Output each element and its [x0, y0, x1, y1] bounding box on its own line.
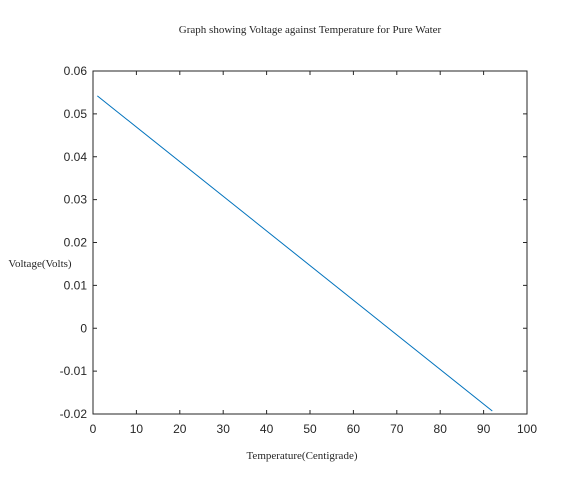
x-axis-label: Temperature(Centigrade) — [246, 450, 357, 462]
x-tick-label: 30 — [217, 422, 231, 436]
x-tick-label: 80 — [434, 422, 448, 436]
x-tick-label: 20 — [173, 422, 187, 436]
y-tick-label: 0.04 — [64, 150, 88, 164]
y-tick-label: -0.01 — [60, 364, 88, 378]
x-tick-label: 40 — [260, 422, 274, 436]
x-tick-label: 100 — [517, 422, 537, 436]
x-tick-label: 90 — [477, 422, 491, 436]
plot-frame — [92, 70, 528, 415]
axis-ticks: 0 10 20 30 40 50 60 70 80 90 100 -0.02 -0.01 0 0.01 0.0… — [60, 64, 538, 436]
x-tick-label: 0 — [90, 422, 97, 436]
plot-area — [92, 70, 528, 415]
x-tick-label: 60 — [347, 422, 361, 436]
series-layer — [97, 95, 493, 412]
x-tick-label: 50 — [303, 422, 317, 436]
y-tick-label: 0.02 — [64, 236, 88, 250]
chart-title: Graph showing Voltage against Temperatur… — [179, 24, 442, 36]
x-tick-label: 10 — [130, 422, 144, 436]
y-tick-label: 0 — [80, 321, 87, 335]
y-tick-label: 0.05 — [64, 107, 88, 121]
y-axis-label: Voltage(Volts) — [8, 258, 71, 270]
y-tick-label: 0.06 — [64, 64, 88, 78]
y-tick-label: -0.02 — [60, 407, 88, 421]
series-line — [97, 95, 493, 412]
y-tick-label: 0.03 — [64, 193, 88, 207]
x-tick-label: 70 — [390, 422, 404, 436]
y-tick-label: 0.01 — [64, 278, 88, 292]
